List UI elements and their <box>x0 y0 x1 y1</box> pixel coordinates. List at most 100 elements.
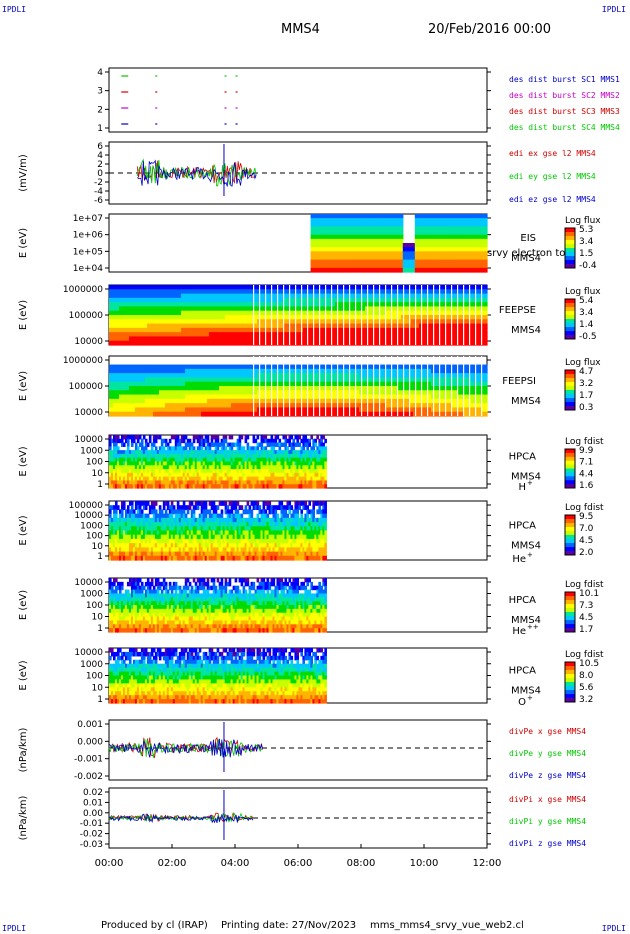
heatmap-cell <box>334 222 338 228</box>
heatmap-cell <box>428 251 432 257</box>
heatmap-cell <box>401 302 404 308</box>
heatmap-cell <box>249 398 252 404</box>
heatmap-cell <box>391 293 394 299</box>
heatmap-cell <box>193 319 196 325</box>
heatmap-cell <box>221 293 224 299</box>
heatmap-cell <box>345 285 348 290</box>
heatmap-cell <box>413 319 416 325</box>
heatmap-cell <box>287 315 290 320</box>
heatmap-cell <box>141 306 144 312</box>
heatmap-cell <box>463 289 466 295</box>
heatmap-cell <box>333 323 336 329</box>
heatmap-cell <box>333 315 336 320</box>
heatmap-cell <box>316 259 320 265</box>
heatmap-cell <box>365 340 368 346</box>
heatmap-cell <box>153 306 156 312</box>
heatmap-cell <box>307 319 310 325</box>
heatmap-cell <box>227 411 230 417</box>
heatmap-cell <box>247 373 250 379</box>
heatmap-cell <box>205 407 208 413</box>
heatmap-cell <box>418 247 422 252</box>
heatmap-cell <box>443 306 446 312</box>
heatmap-cell <box>433 289 436 295</box>
heatmap-cell <box>235 386 238 391</box>
heatmap-cell <box>277 302 280 308</box>
colorbar-tick-label: 1.4 <box>579 320 594 330</box>
heatmap-cell <box>342 214 346 219</box>
heatmap-cell <box>315 323 318 329</box>
heatmap-cell <box>382 234 386 240</box>
heatmap-cell <box>397 340 400 346</box>
heatmap-cell <box>173 394 176 400</box>
heatmap-cell <box>159 394 162 400</box>
heatmap-cell <box>175 310 178 316</box>
heatmap-cell <box>452 243 456 248</box>
heatmap-cell <box>444 263 448 269</box>
heatmap-cell <box>159 398 162 404</box>
heatmap-cell <box>337 323 340 329</box>
heatmap-cell <box>255 394 258 400</box>
heatmap-cell <box>171 319 174 325</box>
heatmap-cell <box>381 340 384 346</box>
heatmap-cell <box>442 222 446 228</box>
heatmap-cell <box>243 377 246 383</box>
heatmap-cell <box>386 251 390 257</box>
heatmap-cell <box>251 386 254 391</box>
heatmap-cell <box>419 289 422 295</box>
heatmap-cell <box>335 289 338 295</box>
heatmap-cell <box>409 340 412 346</box>
heatmap-cell <box>239 398 242 404</box>
heatmap-cell <box>141 302 144 308</box>
heatmap-cell <box>197 293 200 299</box>
heatmap-cell <box>401 315 404 320</box>
heatmap-cell <box>241 315 244 320</box>
heatmap-cell <box>203 407 206 413</box>
heatmap-cell <box>343 332 346 338</box>
heatmap-cell <box>175 332 178 338</box>
heatmap-cell <box>193 327 196 333</box>
heatmap-cell <box>247 368 250 374</box>
heatmap-cell <box>147 289 150 295</box>
heatmap-cell <box>127 310 130 316</box>
heatmap-cell <box>330 251 334 257</box>
heatmap-cell <box>275 323 278 329</box>
heatmap-cell <box>355 285 358 290</box>
heatmap-cell <box>447 323 450 329</box>
heatmap-cell <box>377 332 380 338</box>
heatmap-cell <box>143 394 146 400</box>
heatmap-cell <box>265 336 268 342</box>
heatmap-cell <box>153 293 156 299</box>
heatmap-cell <box>372 214 376 219</box>
heatmap-cell <box>382 255 386 261</box>
heatmap-cell <box>342 238 346 244</box>
heatmap-cell <box>353 327 356 333</box>
heatmap-cell <box>237 336 240 342</box>
heatmap-cell <box>372 234 376 240</box>
heatmap-cell <box>385 302 388 308</box>
heatmap-cell <box>115 319 118 325</box>
heatmap-cell <box>265 364 268 370</box>
heatmap-cell <box>425 302 428 308</box>
heatmap-cell <box>249 306 252 312</box>
heatmap-cell <box>195 390 198 396</box>
heatmap-cell <box>117 340 120 346</box>
heatmap-cell <box>173 340 176 346</box>
heatmap-cell <box>203 332 206 338</box>
heatmap-cell <box>335 319 338 325</box>
heatmap-cell <box>456 247 460 252</box>
heatmap-cell <box>373 332 376 338</box>
heatmap-cell <box>393 319 396 325</box>
heatmap-cell <box>143 306 146 312</box>
heatmap-cell <box>267 323 270 329</box>
heatmap-cell <box>476 230 480 236</box>
heatmap-cell <box>221 390 224 396</box>
heatmap-cell <box>175 319 178 325</box>
heatmap-cell <box>281 306 284 312</box>
heatmap-cell <box>203 336 206 342</box>
heatmap-cell <box>211 310 214 316</box>
heatmap-cell <box>119 398 122 404</box>
heatmap-cell <box>432 214 436 219</box>
heatmap-cell <box>155 390 158 396</box>
heatmap-cell <box>384 267 388 273</box>
heatmap-cell <box>215 327 218 333</box>
